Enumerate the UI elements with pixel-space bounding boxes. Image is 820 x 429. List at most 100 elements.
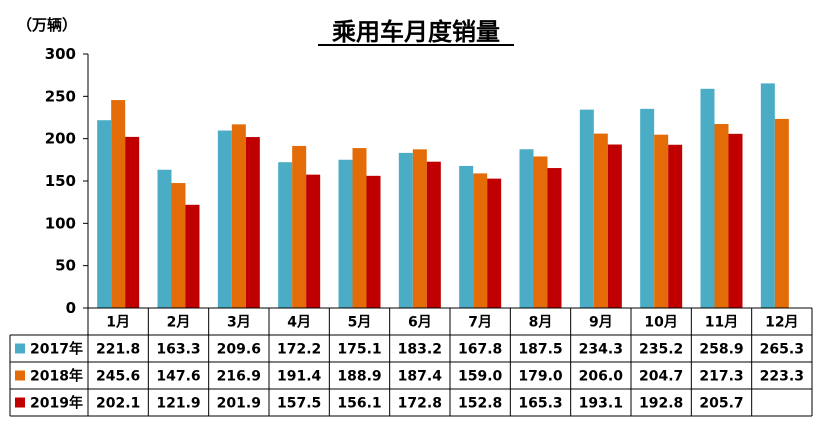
data-label: 192.8 [639,396,683,412]
data-label: 175.1 [337,342,381,358]
data-label: 159.0 [458,369,503,385]
unit-label: （万辆） [17,16,77,34]
chart-title: 乘用车月度销量 [331,18,500,46]
legend-swatch [15,343,25,354]
data-label: 191.4 [277,369,322,385]
bar [111,100,126,308]
data-label: 221.8 [96,342,140,358]
data-label: 165.3 [518,396,562,412]
legend-swatch [15,397,25,408]
data-label: 234.3 [579,342,623,358]
data-label: 147.6 [156,369,200,385]
x-category-label: 4月 [287,315,311,331]
legend-label: 2017年 [30,341,83,358]
bar [487,178,502,308]
bar [306,174,321,308]
data-label: 265.3 [760,342,804,358]
bar [593,133,608,308]
bar [519,149,534,308]
x-category-label: 11月 [705,315,738,331]
data-label: 163.3 [156,342,200,358]
bar [714,124,729,308]
data-label: 201.9 [217,396,261,412]
bar [774,118,789,308]
data-label: 193.1 [579,396,623,412]
x-category-label: 9月 [589,315,613,331]
data-label: 202.1 [96,396,140,412]
x-category-label: 6月 [408,315,432,331]
legend-label: 2018年 [30,368,83,385]
bars-group [97,83,789,308]
bar [125,136,140,308]
x-category-label: 1月 [106,315,130,331]
data-label: 235.2 [639,342,683,358]
bar [171,183,186,308]
bar [217,130,232,308]
bar [185,204,200,308]
y-tick-label: 100 [45,214,76,232]
data-label: 223.3 [760,369,804,385]
x-category-label: 12月 [765,315,798,331]
bar [278,162,293,308]
y-tick-label: 50 [55,257,76,275]
data-label: 183.2 [398,342,442,358]
bar [426,161,441,308]
y-tick-label: 200 [45,130,76,148]
x-category-label: 10月 [644,315,677,331]
data-label: 156.1 [337,396,381,412]
data-label: 188.9 [337,369,381,385]
y-tick-label: 0 [66,299,76,317]
data-label: 172.8 [398,396,442,412]
bar [668,144,683,308]
data-label: 204.7 [639,369,683,385]
y-tick-label: 300 [45,45,76,63]
x-category-label: 2月 [167,315,191,331]
data-label: 217.3 [699,369,743,385]
data-label: 172.2 [277,342,321,358]
data-label: 258.9 [699,342,743,358]
bar [97,120,112,308]
x-category-label: 5月 [348,315,372,331]
data-table: 1月 2月 3月 4月 5月 6月 7月 8月 9月 10月 11月 12月 2017年 221.8 163… [9,307,813,417]
y-tick-label: 150 [45,172,76,190]
bar [473,173,488,308]
x-category-label: 8月 [529,315,553,331]
bar [245,137,260,308]
bar [338,159,353,308]
bar [547,168,562,308]
bar [728,133,743,308]
data-label: 206.0 [579,369,624,385]
bar [654,134,669,308]
bar [700,88,715,308]
data-label: 152.8 [458,396,502,412]
bar [352,148,367,308]
y-axis: 0 50 100 150 200 250 300 [45,45,89,317]
bar [398,152,413,308]
data-label: 179.0 [518,369,563,385]
data-label: 121.9 [156,396,200,412]
data-label: 187.4 [398,369,443,385]
data-label: 209.6 [217,342,261,358]
x-category-label: 7月 [468,315,492,331]
x-category-label: 3月 [227,315,251,331]
legend-swatch [15,370,25,381]
legend-label: 2019年 [30,395,83,412]
bar [640,108,655,308]
bar [607,144,622,308]
data-label: 187.5 [518,342,562,358]
bar [412,149,427,308]
bar [579,109,594,308]
bar [157,169,172,308]
bar [459,165,474,308]
data-label: 157.5 [277,396,321,412]
data-label: 205.7 [699,396,743,412]
y-tick-label: 250 [45,87,76,105]
data-label: 216.9 [217,369,261,385]
data-label: 167.8 [458,342,502,358]
bar [533,156,548,308]
bar [292,145,307,308]
bar [366,175,381,308]
bar [231,124,246,308]
bar [760,83,775,308]
